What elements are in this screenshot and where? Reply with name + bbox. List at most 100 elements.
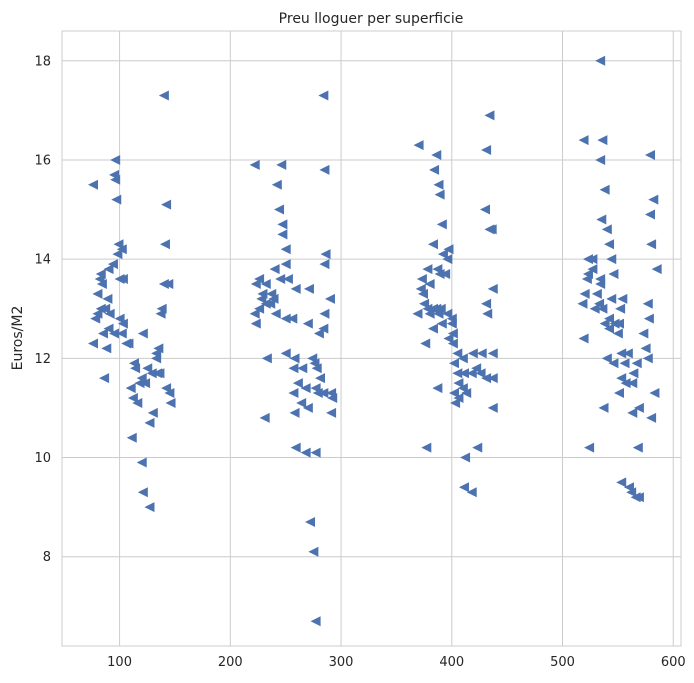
- data-point: [104, 308, 115, 319]
- data-point: [107, 259, 118, 270]
- data-point: [640, 343, 651, 354]
- data-point: [434, 269, 445, 280]
- data-point: [99, 373, 110, 384]
- data-point: [452, 348, 463, 359]
- data-point: [651, 264, 662, 275]
- data-point: [595, 55, 606, 66]
- data-point: [249, 308, 260, 319]
- data-point: [481, 373, 492, 384]
- data-point: [116, 244, 127, 255]
- data-point: [437, 249, 448, 260]
- data-point: [646, 239, 657, 250]
- data-point: [450, 397, 461, 408]
- data-point: [466, 368, 477, 379]
- data-point: [319, 308, 330, 319]
- data-point: [313, 328, 324, 339]
- data-point: [427, 323, 438, 334]
- x-tick-label: 600: [661, 655, 686, 670]
- data-point: [487, 348, 498, 359]
- data-point: [290, 283, 301, 294]
- data-point: [315, 373, 326, 384]
- data-point: [161, 199, 172, 210]
- data-point: [434, 189, 445, 200]
- data-point: [584, 442, 595, 453]
- y-axis-label: Euros/M2: [10, 306, 26, 371]
- data-point: [613, 388, 624, 399]
- data-point: [88, 338, 99, 349]
- data-point: [260, 278, 271, 289]
- data-point: [308, 546, 319, 557]
- data-point: [310, 616, 321, 627]
- data-point: [642, 353, 653, 364]
- data-point: [292, 378, 303, 389]
- data-point: [427, 239, 438, 250]
- data-point: [254, 303, 265, 314]
- data-point: [132, 397, 143, 408]
- data-point: [268, 293, 279, 304]
- data-point: [88, 179, 99, 190]
- data-point: [587, 264, 598, 275]
- data-point: [608, 358, 619, 369]
- data-point: [300, 447, 311, 458]
- data-point: [117, 273, 128, 284]
- data-point: [312, 388, 323, 399]
- data-point: [442, 254, 453, 265]
- data-point: [419, 298, 430, 309]
- data-point: [638, 328, 649, 339]
- data-point: [305, 517, 316, 528]
- data-point: [326, 407, 337, 418]
- plot-area: [61, 30, 682, 647]
- data-point: [159, 239, 170, 250]
- data-point: [318, 388, 329, 399]
- data-point: [597, 135, 608, 146]
- data-point: [126, 432, 137, 443]
- data-point: [413, 140, 424, 151]
- data-point: [447, 338, 458, 349]
- data-point: [318, 323, 329, 334]
- data-point: [596, 214, 607, 225]
- y-tick-label: 16: [34, 153, 51, 168]
- data-point: [604, 323, 615, 334]
- data-point: [601, 353, 612, 364]
- data-point: [486, 224, 497, 235]
- data-point: [302, 318, 313, 329]
- data-point: [622, 348, 633, 359]
- data-point: [112, 249, 123, 260]
- data-point: [601, 224, 612, 235]
- chart-title: Preu lloguer per superficie: [279, 11, 464, 27]
- data-point: [627, 407, 638, 418]
- data-point: [100, 303, 111, 314]
- x-tick-label: 400: [439, 655, 464, 670]
- data-point: [256, 293, 267, 304]
- data-point: [457, 353, 468, 364]
- data-point: [155, 308, 166, 319]
- data-point: [599, 318, 610, 329]
- data-point: [453, 378, 464, 389]
- y-tick-label: 10: [34, 451, 51, 466]
- data-point: [612, 328, 623, 339]
- data-point: [113, 239, 124, 250]
- data-point: [644, 149, 655, 160]
- data-point: [275, 273, 286, 284]
- data-point: [631, 358, 642, 369]
- data-point: [443, 333, 454, 344]
- data-point: [254, 273, 265, 284]
- data-point: [643, 313, 654, 324]
- data-point: [448, 358, 459, 369]
- data-point: [440, 269, 451, 280]
- data-point: [416, 273, 427, 284]
- data-point: [324, 293, 335, 304]
- y-tick-label: 8: [43, 550, 51, 565]
- data-point: [447, 328, 458, 339]
- data-point: [467, 348, 478, 359]
- data-point: [117, 318, 128, 329]
- data-point: [627, 378, 638, 389]
- data-point: [250, 278, 261, 289]
- data-point: [137, 328, 148, 339]
- data-point: [461, 388, 472, 399]
- data-point: [649, 388, 660, 399]
- data-point: [271, 179, 282, 190]
- data-point: [642, 298, 653, 309]
- data-point: [140, 378, 151, 389]
- data-point: [101, 343, 112, 354]
